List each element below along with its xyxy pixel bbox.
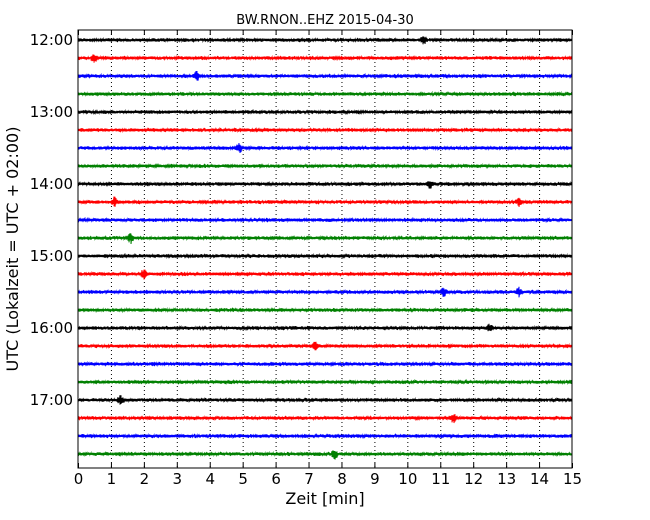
x-tick-label: 15 [563,470,582,488]
y-axis-label: UTC (Lokalzeit = UTC + 02:00) [3,127,22,372]
x-tick-label: 6 [271,470,281,488]
chart-title: BW.RNON..EHZ 2015-04-30 [236,13,414,28]
y-tick-label: 16:00 [30,319,73,337]
y-tick-label: 12:00 [30,31,73,49]
seismogram-trace [77,216,573,224]
plot-frame [77,29,573,469]
x-axis: 0 1 2 3 4 5 6 7 8 9 10 11 12 13 14 15 [74,30,582,488]
y-tick-label: 17:00 [30,391,73,409]
x-tick-label: 13 [497,470,516,488]
x-axis-label: Zeit [min] [285,489,364,508]
seismogram-trace [77,414,573,424]
seismogram-trace [77,360,573,368]
x-tick-label: 11 [431,470,450,488]
seismogram-trace [77,180,573,189]
seismogram-trace [77,196,573,207]
x-tick-label: 12 [464,470,483,488]
seismogram-trace [77,432,573,440]
seismogram-trace [77,54,573,63]
trace-rows [77,36,573,460]
y-tick-label: 13:00 [30,103,73,121]
x-tick-label: 14 [530,470,549,488]
seismogram-trace [77,90,573,97]
seismogram-trace [77,233,573,245]
seismogram-trace [77,395,573,405]
x-tick-label: 7 [304,470,314,488]
seismogram-trace [77,323,573,332]
seismogram-trace [77,269,573,280]
x-tick-label: 8 [337,470,347,488]
x-tick-label: 4 [205,470,215,488]
seismogram-trace [77,450,573,460]
seismogram-trace [77,306,573,314]
x-tick-label: 9 [370,470,380,488]
y-tick-label: 15:00 [30,247,73,265]
seismogram-trace [77,36,573,45]
seismogram-trace [77,286,573,298]
seismogram-trace [77,378,573,386]
grid-lines [110,30,541,468]
seismogram-trace [77,162,573,170]
x-tick-label: 3 [173,470,183,488]
seismogram-trace [77,341,573,351]
seismogram-trace [77,126,573,134]
x-tick-label: 10 [398,470,417,488]
x-tick-label: 5 [238,470,248,488]
x-tick-label: 0 [74,470,84,488]
seismogram-trace [77,142,573,154]
x-tick-label: 2 [140,470,150,488]
y-axis: 12:00 13:00 14:00 15:00 16:00 17:00 [30,31,83,409]
y-tick-label: 14:00 [30,175,73,193]
seismogram-trace [77,252,573,260]
seismogram-trace [77,70,573,81]
seismogram-trace [77,108,573,116]
x-tick-label: 1 [107,470,117,488]
